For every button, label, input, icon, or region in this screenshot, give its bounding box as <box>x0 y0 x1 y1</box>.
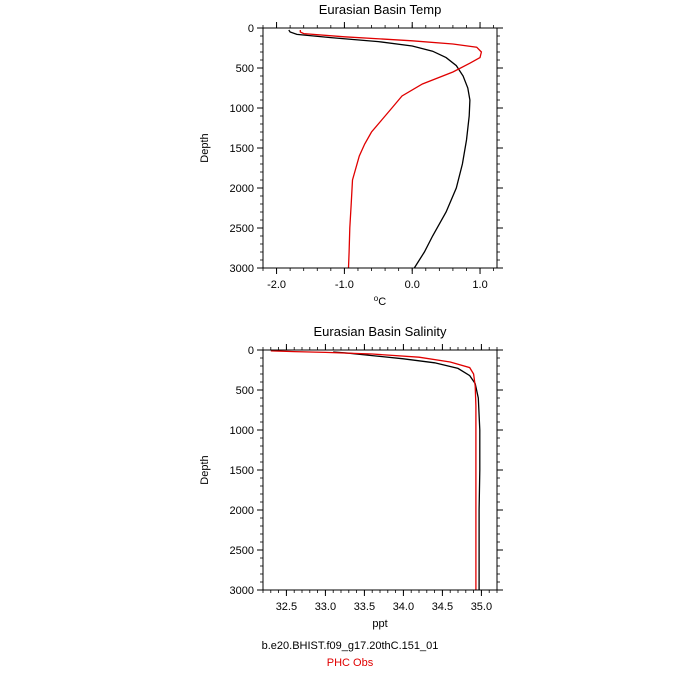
y-tick-label: 2000 <box>230 505 254 517</box>
x-tick-label: 0.0 <box>405 279 420 291</box>
salinity-panel: 32.5 33.0 33.5 34.0 34.5 35.0 0 500 1000 1500 2000… <box>199 324 503 630</box>
y-tick-label: 0 <box>248 345 254 357</box>
y-tick-label: 1500 <box>230 465 254 477</box>
y-tick-label: 3000 <box>230 585 254 597</box>
y-tick-label: 1500 <box>230 143 254 155</box>
x-axis-label: oC <box>374 294 386 308</box>
x-tick-label: 35.0 <box>471 601 492 613</box>
y-axis-label: Depth <box>199 455 211 484</box>
x-tick-label: 34.5 <box>432 601 453 613</box>
x-tick-label: 33.5 <box>354 601 375 613</box>
y-axis-label: Depth <box>199 133 211 162</box>
x-tick-label: 33.0 <box>315 601 336 613</box>
x-tick-label: -1.0 <box>335 279 354 291</box>
y-tick-label: 0 <box>248 23 254 35</box>
chart-title: Eurasian Basin Temp <box>319 2 442 17</box>
y-tick-label: 2000 <box>230 183 254 195</box>
series-line-0 <box>288 29 471 269</box>
temp-panel: -2.0 -1.0 0.0 1.0 0 500 1000 1500 2000 2500 3000 Eu… <box>199 2 503 308</box>
plot-frame <box>262 349 498 591</box>
x-tick-label: 1.0 <box>472 279 487 291</box>
x-tick-label: -2.0 <box>267 279 286 291</box>
series-line-1 <box>270 350 477 590</box>
y-tick-label: 500 <box>236 63 254 75</box>
plot-frame <box>262 27 498 269</box>
chart-title: Eurasian Basin Salinity <box>314 324 447 339</box>
y-tick-label: 500 <box>236 385 254 397</box>
y-tick-label: 3000 <box>230 263 254 275</box>
legend-obs-label: PHC Obs <box>326 657 374 669</box>
y-tick-label: 1000 <box>230 425 254 437</box>
x-tick-label: 32.5 <box>276 601 297 613</box>
x-axis-label-sup: o <box>374 294 379 303</box>
y-tick-label: 2500 <box>230 545 254 557</box>
x-axis-label: ppt <box>372 618 387 630</box>
series-line-1 <box>299 30 483 269</box>
x-axis-label-main: C <box>378 296 386 308</box>
y-tick-label: 1000 <box>230 103 254 115</box>
x-tick-label: 34.0 <box>393 601 414 613</box>
y-tick-label: 2500 <box>230 223 254 235</box>
legend-model-label: b.e20.BHIST.f09_g17.20thC.151_01 <box>261 640 439 652</box>
series-line-0 <box>333 351 481 590</box>
